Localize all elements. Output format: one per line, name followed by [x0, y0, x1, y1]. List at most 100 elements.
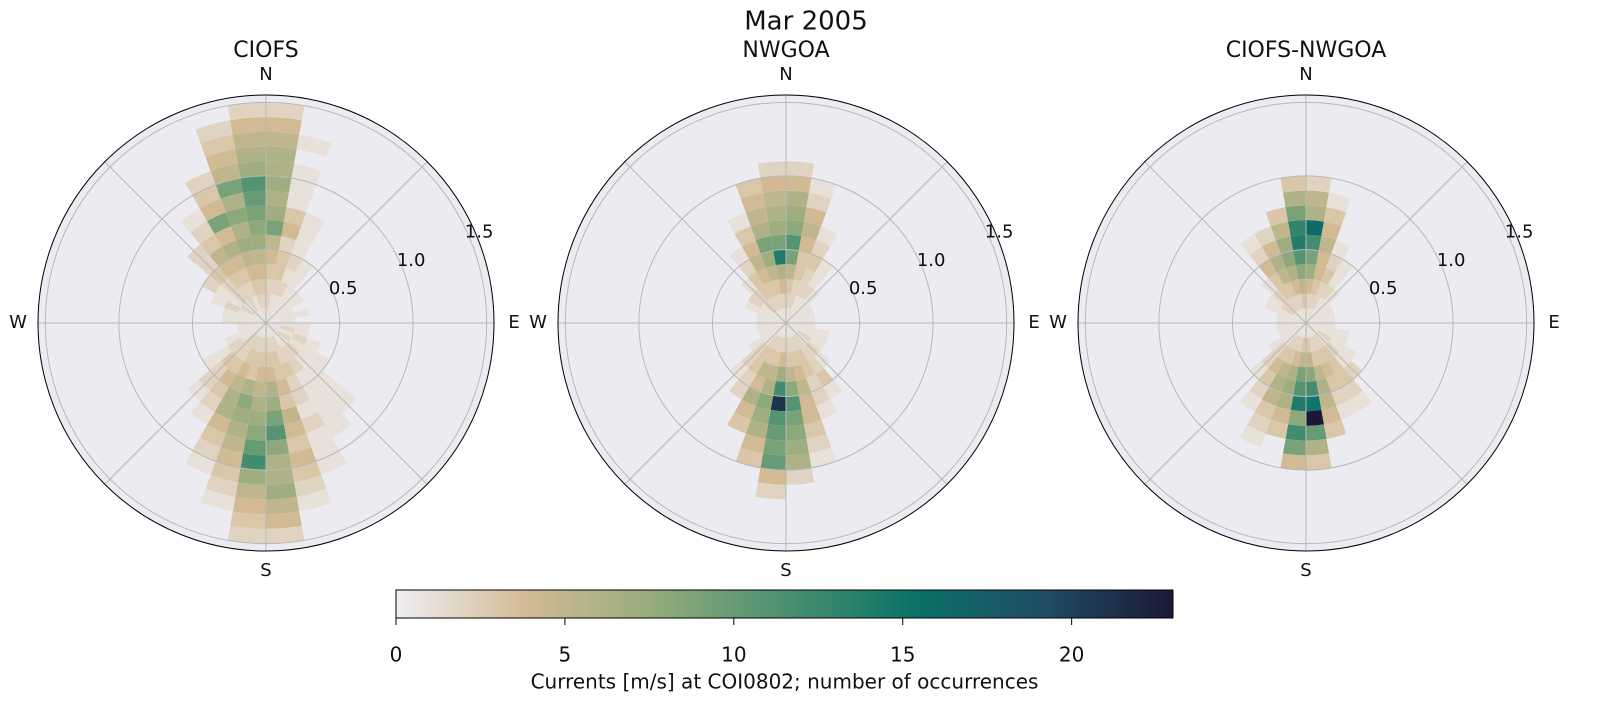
histogram-cell	[791, 279, 802, 296]
r-tick-label: 1.5	[465, 222, 494, 243]
histogram-cell	[771, 323, 786, 326]
histogram-cell	[296, 488, 332, 512]
histogram-cell	[1270, 405, 1291, 425]
histogram-cell	[1311, 279, 1322, 296]
histogram-cell	[268, 336, 277, 352]
histogram-cell	[799, 312, 815, 321]
histogram-cell	[230, 405, 251, 425]
histogram-cell	[1239, 390, 1262, 413]
histogram-cell	[1311, 350, 1322, 367]
histogram-cell	[221, 240, 241, 260]
colorbar-tick-label: 5	[559, 643, 572, 667]
axes-spine	[557, 94, 1015, 552]
histogram-cell	[749, 373, 766, 393]
histogram-cell	[260, 308, 266, 323]
histogram-cell	[773, 380, 786, 397]
histogram-cell	[266, 117, 302, 135]
histogram-cell	[1300, 323, 1306, 338]
histogram-cell	[734, 226, 756, 247]
histogram-cell	[811, 333, 828, 346]
histogram-cell	[791, 295, 801, 311]
histogram-cell	[1328, 356, 1344, 374]
histogram-cell	[1321, 221, 1342, 241]
histogram-cell	[765, 205, 786, 222]
histogram-cell	[791, 335, 801, 351]
histogram-cell	[1292, 323, 1306, 331]
histogram-cell	[209, 246, 230, 267]
histogram-cell	[1295, 336, 1304, 352]
histogram-cell	[1303, 308, 1306, 323]
histogram-cell	[266, 511, 302, 529]
histogram-cell	[291, 240, 311, 260]
histogram-cell	[228, 356, 244, 374]
histogram-cell	[1333, 328, 1350, 339]
histogram-cell	[288, 337, 305, 352]
histogram-cell	[278, 392, 297, 410]
histogram-cell	[740, 433, 766, 454]
histogram-cell	[291, 333, 308, 346]
histogram-cell	[1293, 249, 1306, 266]
histogram-cell	[778, 278, 786, 295]
histogram-cell	[215, 345, 233, 361]
histogram-cell	[786, 380, 799, 397]
theta-label: N	[779, 64, 792, 85]
histogram-cell	[266, 323, 280, 331]
histogram-cell	[1295, 264, 1306, 280]
histogram-cell	[293, 328, 310, 339]
histogram-cell	[227, 102, 266, 121]
histogram-cell	[251, 323, 266, 326]
histogram-cell	[815, 259, 834, 278]
histogram-cell	[771, 295, 781, 311]
histogram-cell	[1306, 380, 1319, 397]
r-tick-label: 0.5	[1369, 278, 1398, 299]
histogram-cell	[243, 190, 266, 208]
histogram-cell	[266, 278, 274, 295]
histogram-cell	[1306, 438, 1329, 456]
histogram-cell	[744, 300, 761, 313]
histogram-cell	[266, 323, 281, 329]
histogram-cell	[288, 178, 317, 199]
histogram-cell	[207, 212, 231, 234]
histogram-cell	[200, 488, 236, 512]
r-tick-label: 1.0	[917, 250, 946, 271]
histogram-cell	[258, 323, 266, 337]
histogram-cell	[786, 323, 799, 333]
histogram-cell	[1306, 366, 1317, 382]
histogram-cell	[273, 364, 287, 381]
histogram-cell	[311, 437, 340, 462]
histogram-cell	[237, 312, 253, 321]
histogram-cell	[255, 264, 266, 280]
histogram-cell	[286, 253, 303, 273]
grid-spoke	[265, 161, 428, 324]
histogram-cell	[1320, 317, 1336, 323]
histogram-cell	[1306, 278, 1314, 295]
histogram-cell	[1316, 348, 1329, 365]
histogram-cell	[1277, 312, 1293, 321]
histogram-cell	[199, 198, 226, 222]
histogram-cell	[1239, 233, 1262, 256]
histogram-cell	[786, 220, 804, 237]
histogram-cell	[1249, 246, 1270, 267]
histogram-cell	[1316, 250, 1332, 268]
grid-spoke	[1144, 322, 1307, 485]
histogram-cell	[230, 221, 251, 241]
histogram-cell	[301, 212, 325, 234]
histogram-cell	[266, 234, 282, 251]
histogram-cell	[738, 368, 757, 387]
histogram-cell	[237, 467, 266, 485]
histogram-cell	[236, 267, 251, 285]
histogram-cell	[786, 424, 807, 441]
histogram-cell	[747, 337, 764, 352]
histogram-cell	[768, 409, 786, 426]
histogram-cell	[1342, 379, 1363, 400]
histogram-cell	[268, 294, 277, 310]
histogram-cell	[1306, 323, 1312, 338]
histogram-cell	[253, 323, 266, 333]
histogram-cell	[276, 378, 292, 396]
histogram-cell	[232, 496, 266, 515]
histogram-cell	[1283, 348, 1296, 365]
histogram-cell	[286, 433, 312, 454]
histogram-cell	[1323, 207, 1347, 227]
histogram-cell	[220, 192, 246, 213]
